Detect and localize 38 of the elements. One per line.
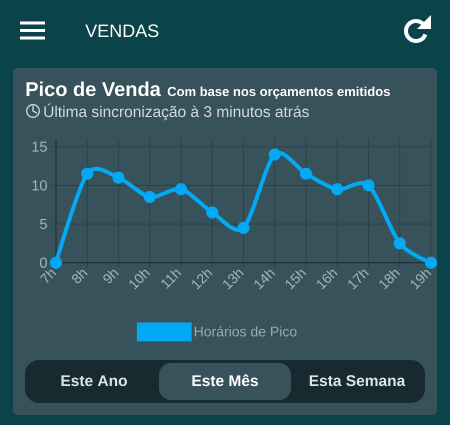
- text: Este Mês: [192, 374, 258, 386]
- x-tick-label: 18h: [380, 270, 400, 290]
- chart-subtitle: Com base nos orçamentos emitidos: [168, 86, 390, 99]
- x-tick-label: 7h: [40, 270, 56, 284]
- text: VENDAS: [85, 24, 158, 38]
- point: [50, 256, 62, 269]
- point: [81, 168, 94, 180]
- point: [394, 237, 406, 250]
- text: Este Ano: [61, 375, 127, 386]
- y-tick-label: 15: [32, 142, 47, 152]
- x-tick-label: 19h: [410, 270, 432, 290]
- chart-title: Pico de Venda: [26, 82, 161, 96]
- point: [268, 148, 281, 161]
- x-tick-label: 13h: [223, 270, 244, 290]
- y-tick-label: 10: [32, 180, 47, 191]
- point: [424, 256, 438, 269]
- x-tick-label: 17h: [348, 270, 369, 290]
- x-tick-label: 10h: [130, 270, 150, 290]
- point: [112, 172, 125, 184]
- legend-label: Horários de Pico: [194, 326, 297, 337]
- point: [331, 183, 344, 196]
- text: Última sincronização à 3 minutos atrás: [44, 104, 309, 120]
- point: [362, 179, 375, 192]
- x-tick-label: 16h: [317, 270, 338, 290]
- x-tick-label: 11h: [162, 270, 182, 289]
- y-tick-label: 0: [40, 258, 47, 268]
- x-tick-label: 14h: [254, 270, 276, 290]
- x-tick-label: 9h: [103, 270, 119, 284]
- point: [237, 222, 250, 234]
- x-tick-label: 8h: [72, 270, 88, 284]
- x-tick-label: 15h: [286, 270, 306, 290]
- x-tick-label: 12h: [192, 270, 213, 290]
- point: [144, 190, 156, 204]
- y-tick-label: 5: [40, 218, 47, 230]
- point: [206, 206, 218, 218]
- point: [174, 183, 188, 196]
- point: [300, 168, 312, 180]
- text: Esta Semana: [310, 375, 406, 386]
